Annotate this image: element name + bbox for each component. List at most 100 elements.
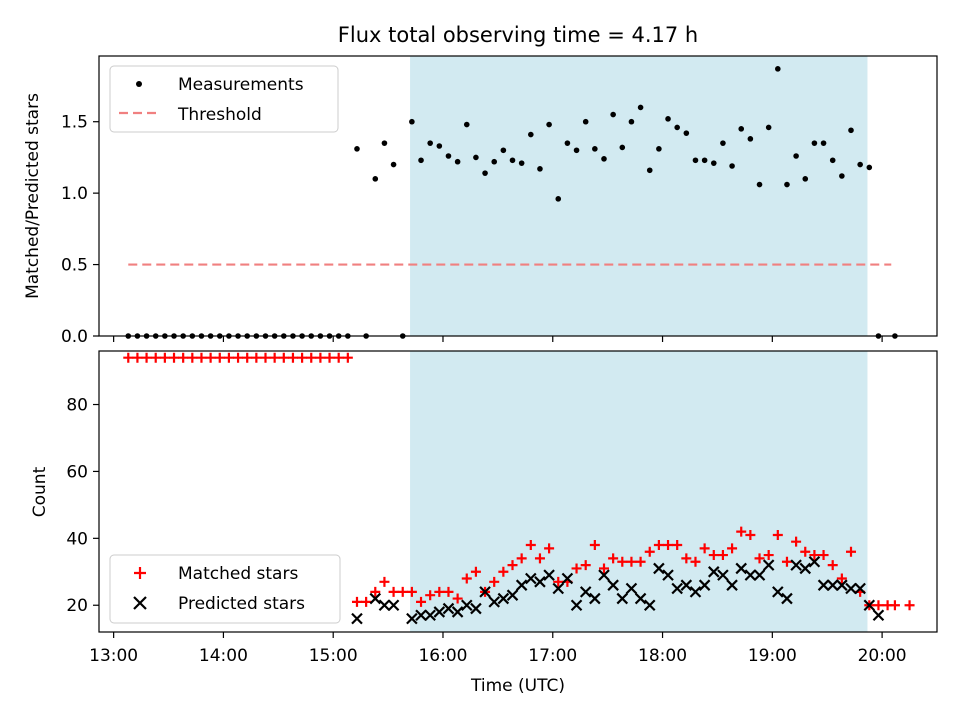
matched-star-point [498, 566, 509, 577]
bottom-y-axis-label: Count [30, 466, 50, 517]
predicted-star-point [424, 609, 436, 622]
matched-star-point [379, 576, 390, 587]
predicted-star-point [799, 562, 812, 575]
matched-star-point [214, 352, 225, 363]
predicted-star-point [753, 569, 766, 581]
measurement-point [738, 126, 745, 132]
matched-star-point [123, 352, 134, 363]
predicted-star-point [726, 579, 738, 591]
matched-star-point [846, 546, 857, 557]
matched-star-point [690, 556, 701, 567]
measurement-point [445, 153, 452, 159]
top-highlight-band [410, 56, 868, 336]
predicted-star-point [826, 579, 839, 591]
predicted-star-point [836, 579, 848, 591]
measurement-point [628, 118, 635, 125]
matched-star-point [269, 352, 280, 363]
measurement-point [756, 181, 763, 188]
matched-star-point [324, 352, 335, 363]
matched-star-point [406, 586, 417, 597]
top-y-tick-label: 1.5 [61, 113, 88, 133]
predicted-star-point [515, 579, 528, 591]
measurement-point [729, 163, 735, 169]
bottom-x-axis: 13:00 14:00 15:00 16:00 17:00 18:00 19:00 20:00 [89, 632, 907, 666]
matched-star-point [351, 596, 362, 607]
measurement-point [720, 140, 726, 146]
bottom-y-axis: 20 40 60 80 [66, 396, 99, 616]
x-tick-label: 14:00 [199, 646, 248, 666]
legend-predicted-marker [133, 596, 147, 610]
top-plot-frame [98, 55, 938, 337]
predicted-star-point [525, 572, 537, 585]
top-legend: Measurements Threshold [109, 65, 339, 133]
top-y-axis: 0.0 0.5 1.0 1.5 [61, 113, 99, 347]
predicted-star-point [561, 572, 574, 585]
top-x-ticks [113, 336, 883, 342]
matched-star-point [461, 573, 472, 584]
measurement-point [793, 153, 799, 159]
predicted-star-point [762, 559, 775, 571]
legend-predicted-label: Predicted stars [178, 594, 305, 614]
bottom-plot-frame [98, 350, 938, 633]
measurement-point [802, 176, 809, 182]
measurement-point [775, 66, 781, 72]
matched-star-point [489, 576, 500, 587]
matched-star-point [626, 556, 637, 567]
predicted-star-point [570, 599, 583, 612]
matched-star-point [791, 536, 802, 547]
matched-star-point [150, 352, 161, 363]
measurement-point [454, 158, 461, 165]
measurement-point [463, 121, 470, 128]
measurement-point [765, 124, 772, 131]
measurement-point [656, 146, 662, 152]
matched-star-point [681, 553, 692, 564]
measurement-point [601, 156, 607, 162]
predicted-star-point [717, 569, 729, 581]
measurement-point [665, 116, 671, 122]
legend-matched-marker [134, 567, 146, 579]
legend-measurements-marker [136, 81, 142, 87]
matched-star-point [635, 556, 646, 567]
bottom-highlight-band [410, 351, 868, 632]
x-tick-label: 16:00 [418, 646, 467, 666]
measurement-point [820, 140, 827, 146]
predicted-star-point [689, 586, 702, 598]
matched-star-point [233, 352, 244, 363]
predicted-star-point [552, 582, 565, 595]
count-points [123, 352, 915, 625]
measurement-point [500, 147, 507, 154]
matched-star-point [223, 352, 234, 363]
matched-star-point [434, 586, 445, 597]
predicted-star-point [598, 569, 610, 581]
predicted-star-point [872, 609, 885, 622]
matched-star-point [525, 540, 536, 551]
matched-star-point [653, 540, 664, 551]
predicted-star-point [616, 592, 629, 605]
measurement-point [518, 160, 525, 166]
matched-star-point [306, 352, 317, 363]
matched-star-point [544, 543, 555, 554]
matched-star-point [397, 586, 408, 597]
x-tick-label: 15:00 [309, 646, 358, 666]
matched-star-point [534, 553, 545, 564]
matched-star-point [589, 540, 600, 551]
measurement-point [637, 104, 644, 111]
matched-star-point [315, 352, 326, 363]
matched-star-point [370, 586, 381, 597]
matched-star-point [452, 593, 463, 604]
measurement-point [509, 157, 516, 164]
measurement-point [866, 164, 873, 171]
matched-star-point [571, 563, 582, 574]
matched-star-point [205, 352, 216, 363]
matched-star-point [781, 556, 792, 567]
measurement-point [418, 157, 424, 164]
matched-star-point [287, 352, 298, 363]
matched-star-point [132, 352, 143, 363]
matched-star-point [672, 540, 683, 551]
predicted-star-point [817, 579, 830, 591]
matched-star-point [443, 586, 454, 597]
matched-star-point [169, 352, 180, 363]
measurement-point [674, 124, 680, 131]
legend-threshold-label: Threshold [177, 105, 262, 125]
